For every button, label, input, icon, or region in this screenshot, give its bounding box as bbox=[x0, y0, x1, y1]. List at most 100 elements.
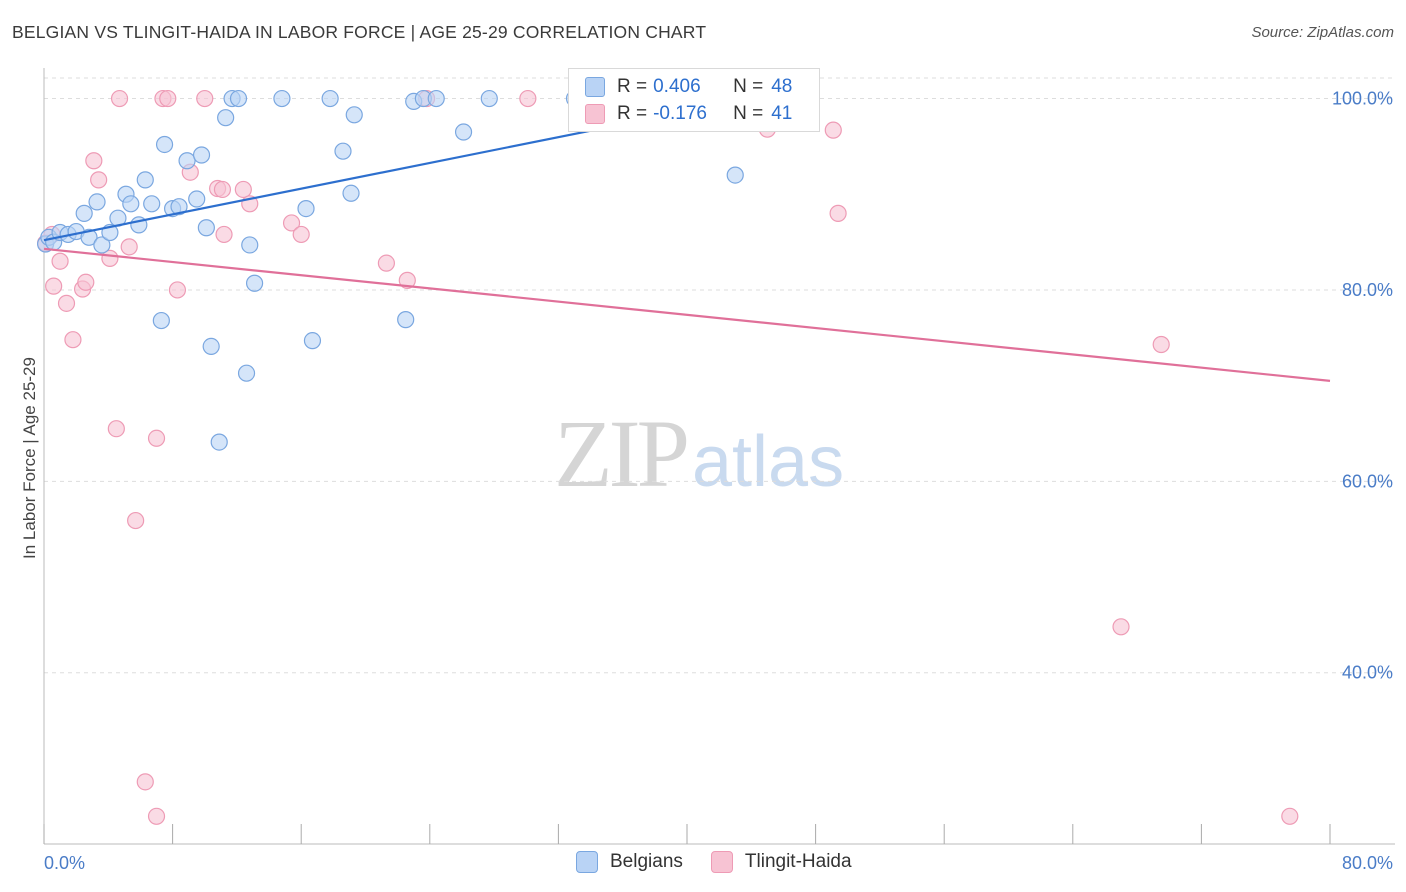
tlingit-point bbox=[85, 152, 103, 170]
belgians-point bbox=[143, 195, 161, 213]
tlingit-legend-swatch bbox=[710, 851, 733, 873]
tlingit-point bbox=[282, 214, 301, 232]
belgians-point bbox=[93, 236, 111, 254]
tlingit-point bbox=[147, 807, 166, 825]
legend-n-label: N = bbox=[733, 103, 764, 124]
tlingit-point bbox=[829, 204, 847, 222]
tlingit-trend-line bbox=[43, 247, 1331, 382]
tlingit-point bbox=[824, 121, 842, 139]
belgians-point bbox=[192, 146, 211, 164]
legend-r-value: 0.406 bbox=[653, 76, 701, 97]
tlingit-point bbox=[196, 89, 214, 108]
legend-r-label: R = bbox=[617, 103, 648, 124]
legend-r-value: -0.176 bbox=[653, 103, 707, 124]
correlation-legend: R = 0.406 N = 48 R = -0.176 N = 41 bbox=[568, 68, 820, 132]
belgians-point bbox=[397, 311, 415, 329]
y-tick-label: 80.0% bbox=[1342, 280, 1393, 300]
tlingit-point bbox=[90, 171, 108, 189]
belgians-point bbox=[726, 166, 744, 184]
belgians-point bbox=[454, 123, 473, 141]
belgians-point bbox=[241, 236, 259, 254]
belgians-point bbox=[229, 89, 248, 108]
legend-row-tlingit: R = -0.176 N = 41 bbox=[585, 101, 792, 127]
tlingit-point bbox=[136, 773, 154, 791]
belgians-point bbox=[245, 274, 264, 292]
belgians-legend-swatch bbox=[576, 851, 598, 873]
belgians-point bbox=[217, 109, 235, 127]
tlingit-point bbox=[127, 511, 145, 530]
watermark-zip: ZIP bbox=[554, 400, 690, 507]
legend-row-belgians: R = 0.406 N = 48 bbox=[585, 74, 792, 100]
tlingit-point bbox=[64, 331, 82, 349]
legend-r-label: R = bbox=[617, 76, 648, 97]
tlingit-point bbox=[519, 89, 537, 108]
source-label: Source: ZipAtlas.com bbox=[1251, 24, 1394, 41]
belgians-point bbox=[80, 228, 98, 246]
tlingit-point bbox=[215, 225, 233, 244]
watermark: ZIPatlas bbox=[554, 398, 844, 509]
belgians-point bbox=[345, 106, 363, 124]
belgians-point bbox=[321, 89, 339, 108]
tlingit-point bbox=[213, 180, 232, 199]
y-tick-label: 40.0% bbox=[1342, 663, 1393, 683]
belgians-point bbox=[273, 89, 291, 108]
belgians-point bbox=[480, 89, 498, 108]
belgians-point bbox=[155, 135, 174, 154]
series-legend: Belgians Tlingit-Haida bbox=[576, 851, 880, 873]
tlingit-point bbox=[51, 252, 69, 270]
belgians-point bbox=[202, 337, 220, 356]
belgians-point bbox=[188, 190, 206, 208]
watermark-atlas: atlas bbox=[692, 422, 845, 502]
legend-n-value: 48 bbox=[771, 76, 793, 97]
belgians-point bbox=[122, 195, 140, 213]
belgians-point bbox=[178, 152, 196, 170]
trend-lines bbox=[43, 97, 1331, 382]
belgians-point bbox=[136, 171, 154, 189]
legend-item-belgians: Belgians bbox=[576, 851, 683, 873]
y-tick-label: 100.0% bbox=[1332, 89, 1393, 109]
belgians-point bbox=[88, 193, 106, 211]
y-axis-title: In Labor Force | Age 25-29 bbox=[20, 357, 39, 559]
belgians-point bbox=[197, 219, 215, 237]
belgians-points bbox=[37, 89, 744, 451]
tlingit-point bbox=[168, 281, 187, 299]
tlingit-point bbox=[234, 180, 252, 199]
tlingit-point bbox=[57, 294, 76, 312]
tlingit-legend-label: Tlingit-Haida bbox=[744, 851, 852, 872]
legend-n-label: N = bbox=[733, 76, 764, 97]
belgians-point bbox=[297, 199, 315, 218]
tlingit-swatch bbox=[585, 104, 605, 124]
belgians-point bbox=[237, 364, 256, 382]
legend-n-value: 41 bbox=[771, 103, 793, 124]
belgians-point bbox=[210, 433, 228, 451]
tlingit-point bbox=[120, 238, 138, 256]
belgians-point bbox=[152, 311, 170, 330]
belgians-point bbox=[303, 332, 322, 350]
belgians-swatch bbox=[585, 77, 605, 97]
belgians-point bbox=[75, 204, 93, 222]
tlingit-point bbox=[147, 429, 166, 447]
belgians-point bbox=[342, 184, 360, 202]
belgians-point bbox=[334, 142, 352, 160]
tlingit-point bbox=[107, 420, 125, 438]
axes bbox=[43, 68, 1395, 845]
x-tick-label: 0.0% bbox=[44, 853, 85, 873]
tlingit-point bbox=[377, 254, 395, 272]
belgians-point bbox=[427, 89, 445, 108]
x-tick-label: 80.0% bbox=[1342, 853, 1393, 873]
belgians-legend-label: Belgians bbox=[610, 851, 683, 872]
chart-title: BELGIAN VS TLINGIT-HAIDA IN LABOR FORCE … bbox=[12, 22, 707, 42]
tlingit-point bbox=[77, 273, 95, 291]
tlingit-point bbox=[1281, 807, 1299, 825]
belgians-point bbox=[170, 198, 188, 216]
tlingit-point bbox=[1112, 618, 1130, 636]
tlingit-point bbox=[398, 271, 416, 289]
tlingit-point bbox=[159, 89, 177, 108]
tick-labels: 40.0% 60.0% 80.0% 100.0% 0.0% 80.0% bbox=[44, 89, 1393, 873]
tlingit-point bbox=[45, 277, 63, 295]
tlingit-point bbox=[292, 225, 310, 244]
tlingit-point bbox=[1152, 335, 1170, 354]
tlingit-point bbox=[110, 89, 129, 108]
legend-item-tlingit: Tlingit-Haida bbox=[710, 851, 852, 873]
